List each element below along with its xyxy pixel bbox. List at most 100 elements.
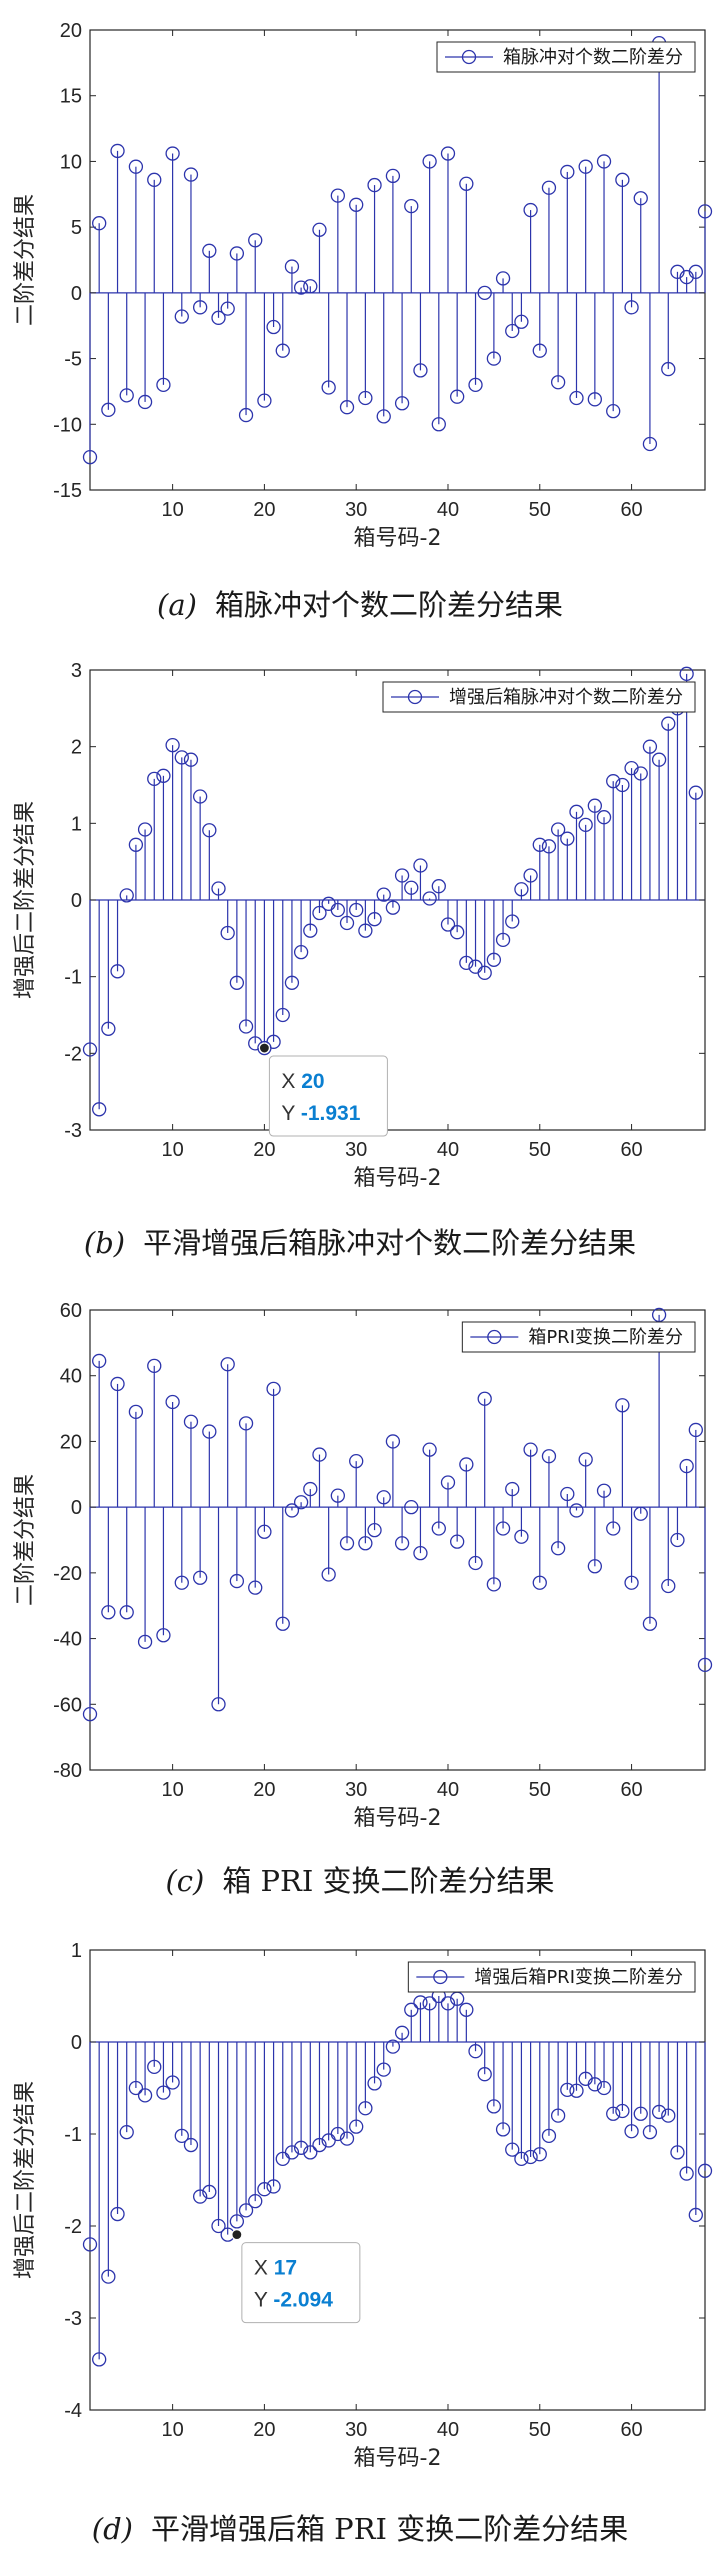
stem-marker [101,2269,116,2284]
stem-marker [293,2140,309,2155]
stem-marker [137,1634,153,1650]
stem-marker [661,1578,676,1594]
stem-marker [495,271,511,286]
stem-marker [119,2125,134,2140]
stem-marker [101,402,116,417]
stem-marker [587,392,603,407]
stem-marker [82,2237,98,2252]
y-tick-label: 20 [60,20,82,42]
stem-marker [349,1453,364,1469]
stem-marker [505,323,520,339]
x-tick-label: 20 [253,2419,275,2441]
y-tick-label: -2 [64,1043,82,1065]
stem-marker [165,737,180,753]
legend-label: 箱PRI变换二阶差分 [528,1327,683,1348]
stem-marker [275,343,290,358]
stem-marker [624,300,639,315]
stem-marker [431,417,446,432]
y-tick-label: -4 [64,2400,82,2422]
stem-marker [505,2142,520,2157]
stem-marker [505,1481,520,1497]
y-tick-label: -80 [53,1760,82,1782]
stem-marker [82,1706,98,1722]
caption-text: 箱脉冲对个数二阶差分结果 [214,588,563,622]
stem-marker [376,887,391,902]
stem-marker [486,2099,502,2114]
x-tick-label: 20 [253,499,275,521]
stem-marker [284,259,300,274]
stem-marker [385,1434,401,1449]
x-tick-label: 40 [437,1779,459,1801]
x-axis-label: 箱号码-2 [354,1806,442,1831]
datatip-y-label: Y [281,1102,300,1125]
stem-marker [192,2189,208,2204]
y-tick-label: 2 [71,737,82,759]
stem-marker [468,2044,483,2059]
stem-marker [312,1447,327,1462]
y-tick-label: -1 [64,967,82,989]
stem-marker [587,2077,603,2092]
legend-label: 增强后箱脉冲对个数二阶差分 [449,687,683,708]
stem-marker [257,393,272,408]
stem-marker [293,1495,309,1510]
stem-marker [330,902,345,918]
stem-marker [202,1424,217,1439]
stem-marker [248,1580,263,1595]
stem-marker [688,1422,703,1438]
caption-text: 箱 PRI 变换二阶差分结果 [222,1864,555,1898]
stem-marker [156,768,171,783]
stem-marker [550,375,566,390]
stem-marker [174,1575,189,1590]
caption-tag: (a) [157,588,197,622]
stem-marker [495,2122,511,2137]
stem-marker [275,1007,290,1023]
stem-marker [394,868,410,883]
stem-marker [422,1996,437,2011]
datatip-y-row: Y -1.931 [281,1102,360,1125]
stem-marker [394,2025,410,2040]
y-tick-label: -5 [64,349,82,371]
stem-marker [550,2108,566,2123]
plot-frame [89,29,706,491]
stem-marker [303,1481,318,1497]
y-axis-label: 二阶差分结果 [13,1474,38,1606]
stem-chart-d: 10 20 30 40 50 60 -4 -3 -2 -1 0 1 箱号码-2 增强后二阶差分结果 增强后箱… [13,1940,713,2471]
stem-marker [606,774,621,789]
stem-marker [156,377,171,393]
y-tick-label: -1 [64,2124,82,2146]
stem-marker [192,789,208,804]
stem-marker [165,2075,180,2090]
datatip-y-value: -1.931 [301,1102,361,1125]
stem-marker [532,343,547,358]
legend-marker-icon [461,49,477,65]
caption-b: (b) 平滑增强后箱脉冲对个数二阶差分结果 [0,1220,720,1262]
stem-marker [615,172,630,187]
stem-marker [486,351,502,366]
stem-marker [688,2207,703,2223]
datatip-point [258,1042,271,1054]
stem-marker [367,177,382,193]
stem-marker [293,280,309,295]
datatip-x-row: X 20 [281,1070,324,1093]
stem-marker [404,2002,419,2017]
stem-marker [248,233,263,248]
y-tick-label: 0 [71,2032,82,2054]
stem-marker [303,923,318,938]
stem-marker [440,917,456,932]
stem-marker [183,2137,199,2153]
stem-marker [606,403,621,419]
y-tick-label: 10 [60,151,82,173]
stem-marker [376,1490,391,1505]
stem-marker [532,1575,547,1590]
x-tick-label: 50 [529,1779,551,1801]
y-tick-label: 0 [71,890,82,912]
y-tick-label: -20 [53,1563,82,1585]
x-tick-label: 40 [437,499,459,521]
stem-marker [183,1414,199,1429]
y-tick-label: -3 [64,1120,82,1142]
stem-marker [192,300,208,315]
stem-marker [477,285,492,301]
stem-marker [110,964,125,979]
x-tick-label: 10 [161,1779,183,1801]
stem-marker [642,2125,658,2140]
